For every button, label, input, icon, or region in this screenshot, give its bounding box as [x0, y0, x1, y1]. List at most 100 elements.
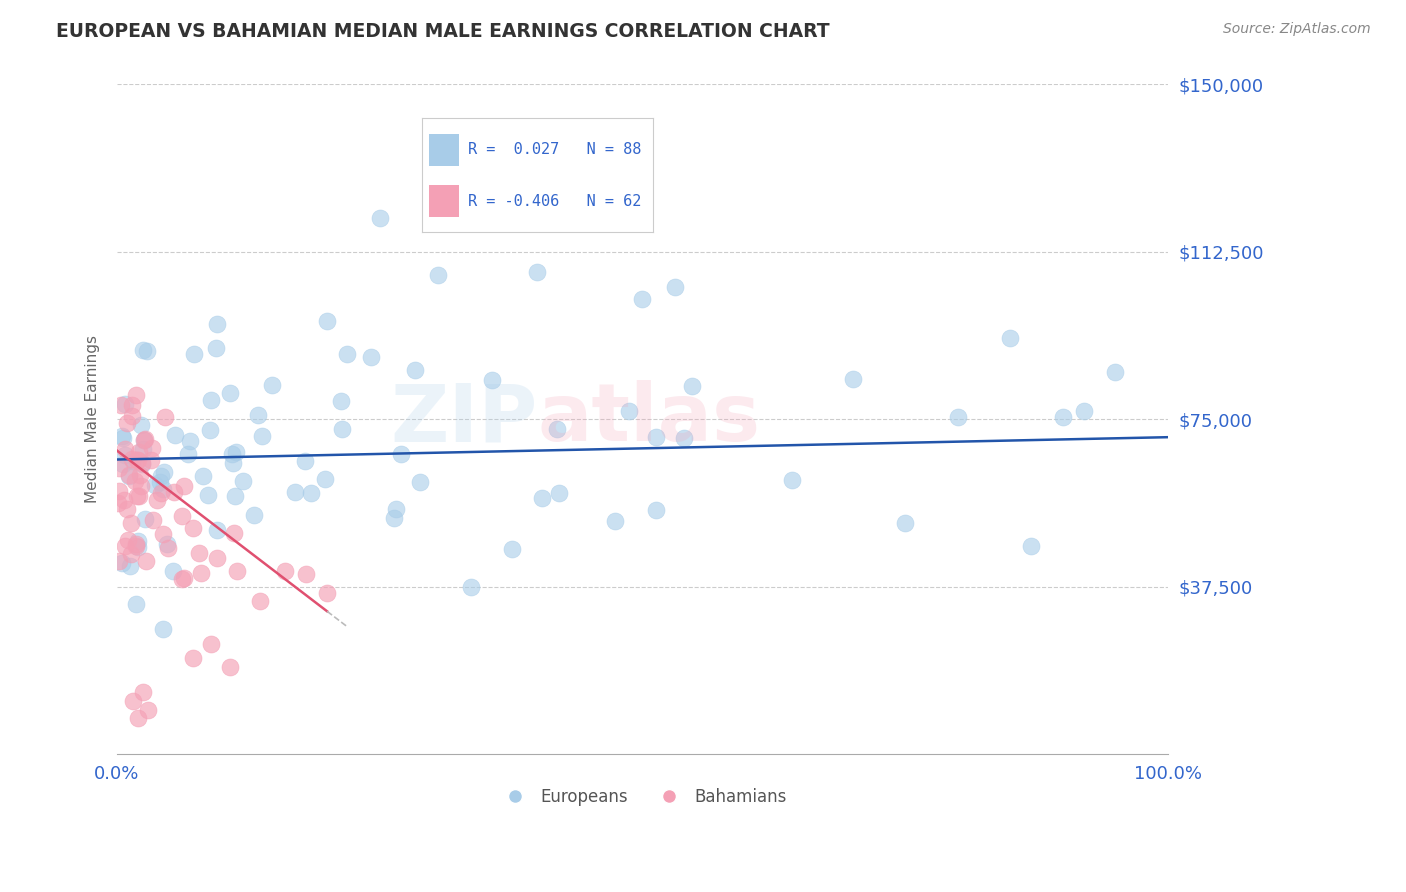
Point [894, 516, 917, 531]
Point [198, 423, 221, 437]
Point [131, 479, 153, 493]
Point [946, 410, 969, 425]
Point [163, 427, 186, 442]
Point [172, 572, 194, 586]
Point [481, 373, 503, 387]
Point [232, 474, 254, 488]
Point [224, 489, 246, 503]
Point [181, 651, 204, 665]
Point [631, 292, 654, 306]
Point [131, 456, 153, 470]
Point [153, 465, 176, 479]
Point [226, 564, 249, 578]
Point [262, 378, 284, 392]
Point [188, 546, 211, 560]
Point [225, 444, 247, 458]
Point [111, 458, 134, 472]
Point [118, 559, 141, 574]
Point [404, 363, 426, 377]
Point [316, 314, 339, 328]
Point [110, 398, 132, 412]
Point [134, 433, 156, 447]
Point [645, 430, 668, 444]
Point [408, 475, 430, 489]
Point [531, 491, 554, 505]
Point [139, 452, 162, 467]
Point [501, 541, 523, 556]
Point [132, 684, 155, 698]
Point [127, 711, 149, 725]
Point [121, 451, 143, 466]
Point [134, 512, 156, 526]
Point [200, 637, 222, 651]
Point [155, 537, 177, 551]
Point [149, 485, 172, 500]
Point [368, 211, 391, 226]
Point [295, 567, 318, 582]
Point [125, 597, 148, 611]
Point [284, 485, 307, 500]
Point [546, 422, 568, 436]
Point [384, 510, 406, 524]
Point [219, 386, 242, 401]
Point [114, 448, 136, 462]
Point [134, 432, 156, 446]
Point [121, 693, 143, 707]
Point [129, 467, 152, 482]
Point [205, 317, 228, 331]
Point [125, 453, 148, 467]
Point [127, 489, 149, 503]
Point [111, 556, 134, 570]
Point [205, 523, 228, 537]
Point [384, 501, 406, 516]
Point [173, 571, 195, 585]
Point [107, 496, 129, 510]
Point [135, 554, 157, 568]
Point [121, 409, 143, 424]
Point [299, 485, 322, 500]
Point [120, 516, 142, 530]
Point [118, 468, 141, 483]
Point [526, 265, 548, 279]
Point [146, 492, 169, 507]
Point [249, 594, 271, 608]
Point [294, 454, 316, 468]
Point [1000, 331, 1022, 345]
Point [111, 432, 134, 446]
Point [128, 444, 150, 458]
Point [125, 388, 148, 402]
Point [132, 442, 155, 456]
Y-axis label: Median Male Earnings: Median Male Earnings [86, 335, 100, 503]
Point [644, 502, 666, 516]
Point [157, 541, 180, 555]
Point [252, 429, 274, 443]
Point [672, 431, 695, 445]
Point [427, 268, 450, 283]
Point [221, 447, 243, 461]
Point [190, 566, 212, 581]
Point [125, 539, 148, 553]
Point [329, 393, 352, 408]
Point [115, 417, 138, 431]
Point [125, 537, 148, 551]
Point [115, 501, 138, 516]
Point [108, 554, 131, 568]
Point [118, 468, 141, 483]
Point [222, 457, 245, 471]
Point [1073, 403, 1095, 417]
Point [183, 347, 205, 361]
Point [122, 454, 145, 468]
Text: Source: ZipAtlas.com: Source: ZipAtlas.com [1223, 22, 1371, 37]
Point [152, 482, 174, 496]
Point [152, 622, 174, 636]
Point [1104, 365, 1126, 379]
Point [170, 508, 193, 523]
Point [617, 404, 640, 418]
Point [131, 343, 153, 357]
Point [108, 461, 131, 475]
Point [128, 489, 150, 503]
Point [131, 457, 153, 471]
Point [547, 486, 569, 500]
Point [389, 447, 412, 461]
Point [664, 279, 686, 293]
